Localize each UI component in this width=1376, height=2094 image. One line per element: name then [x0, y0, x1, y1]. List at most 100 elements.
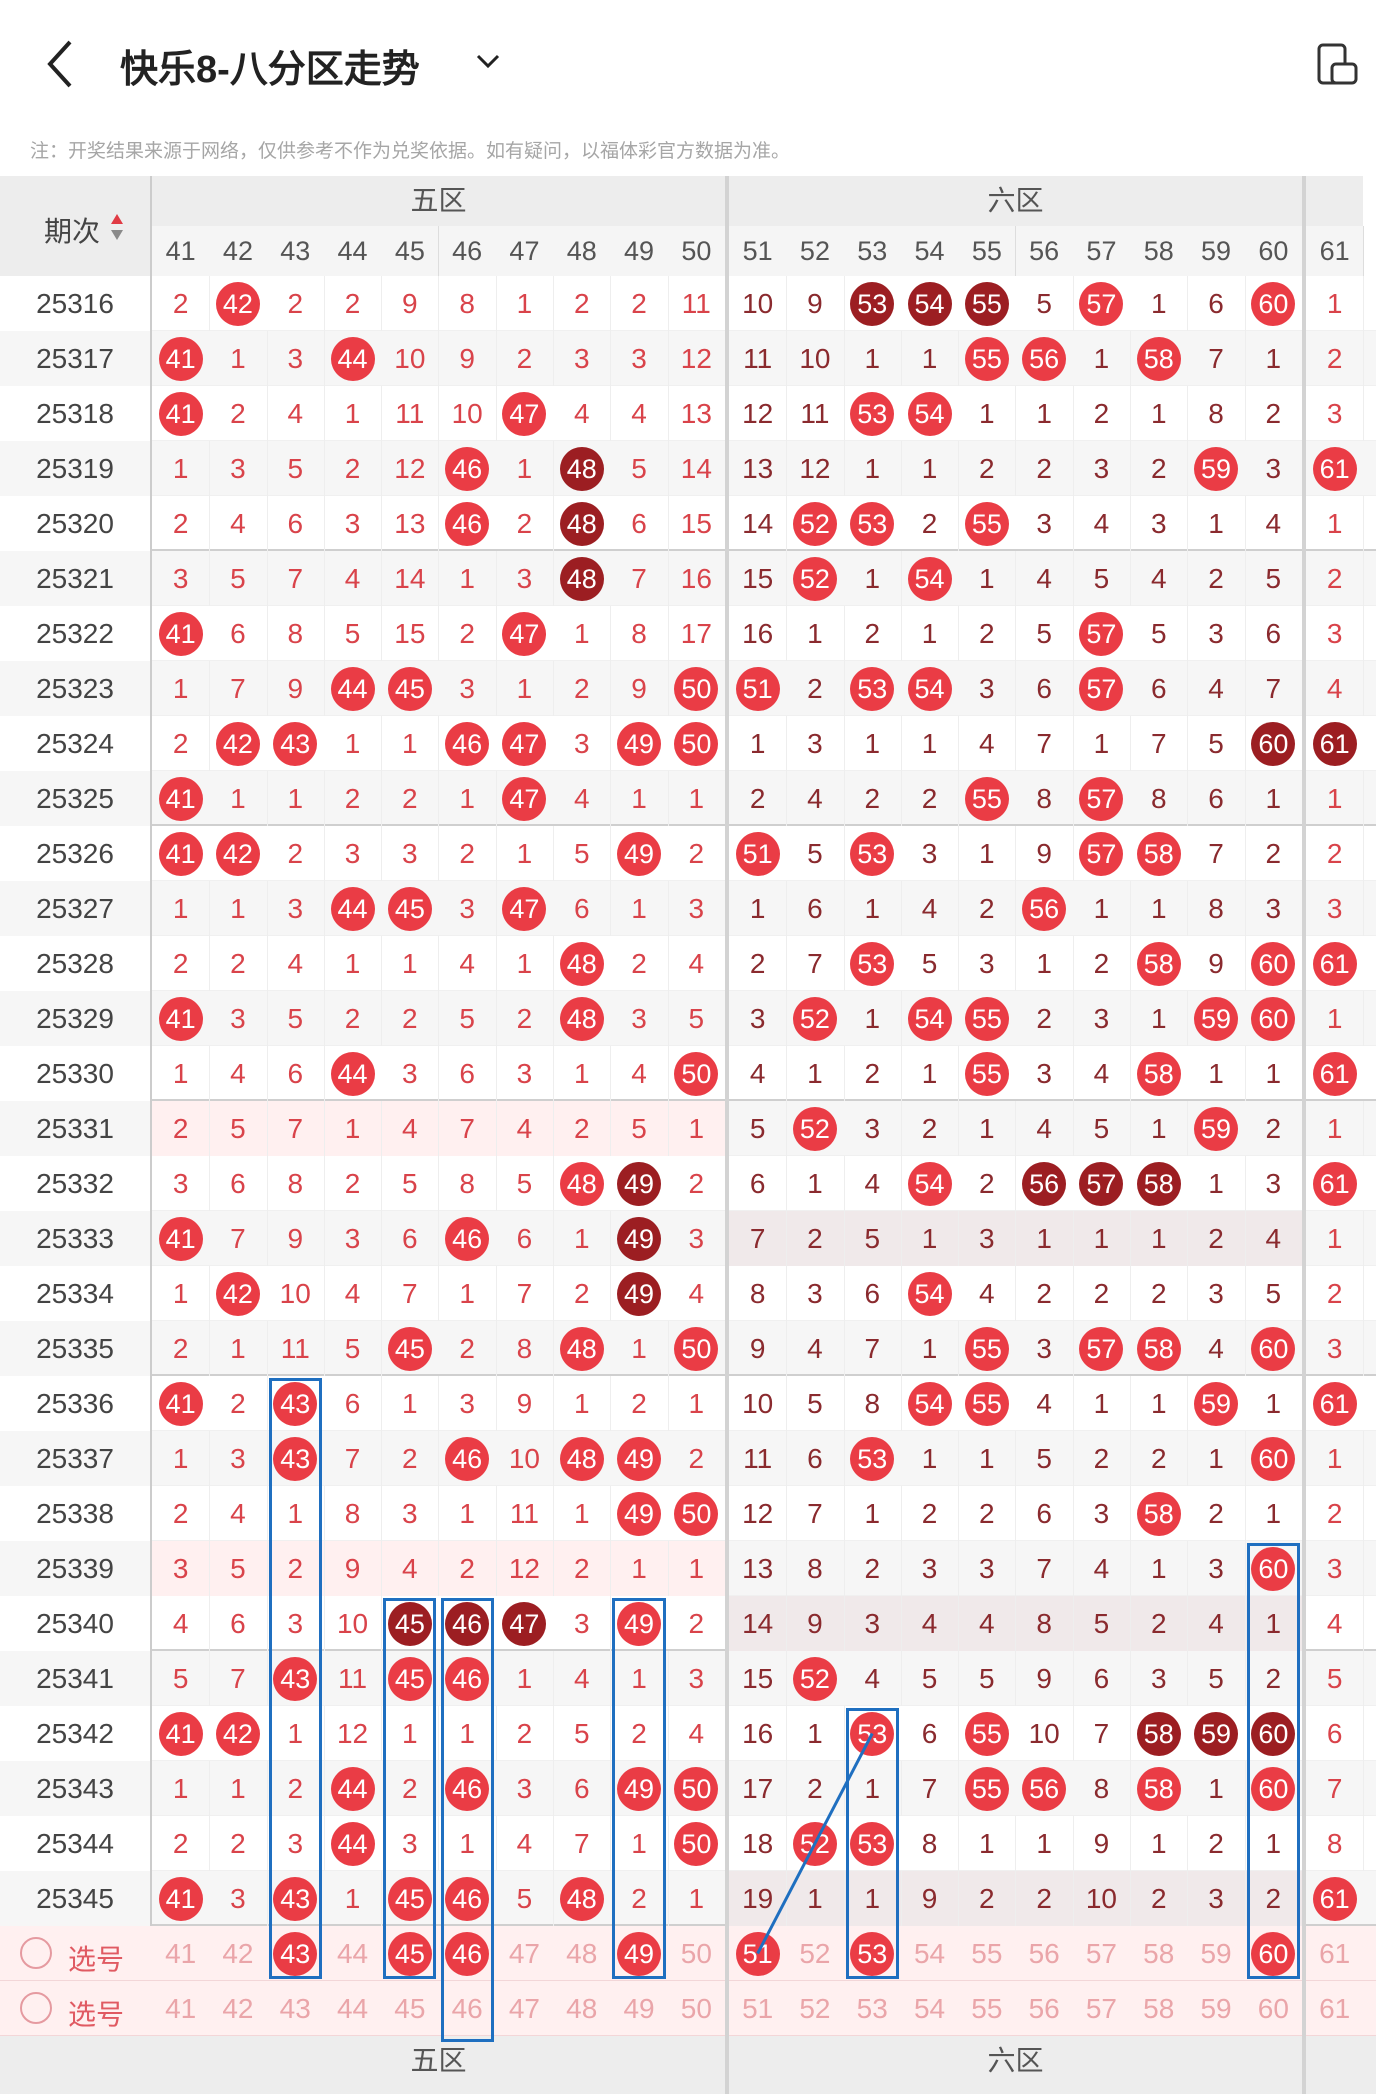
select-number[interactable]: 54	[913, 1938, 946, 1969]
select-number[interactable]: 46	[451, 1993, 483, 2024]
number-ball: 46	[445, 1656, 490, 1701]
select-number[interactable]: 44	[336, 1993, 369, 2024]
select-number[interactable]: 50	[680, 1993, 712, 2024]
omission-value: 1	[1245, 771, 1303, 826]
omission-value: 6	[1306, 1706, 1365, 1761]
select-number[interactable]: 47	[508, 1938, 541, 1969]
omission-value: 5	[496, 1871, 555, 1926]
select-number[interactable]: 42	[222, 1938, 254, 1969]
select-number[interactable]: 58	[1143, 1938, 1175, 1969]
omission-value: 4	[1306, 661, 1365, 716]
omission-value: 2	[610, 276, 669, 331]
chevron-down-icon[interactable]	[472, 46, 504, 78]
select-number[interactable]: 48	[566, 1938, 598, 1969]
omission-value: 4	[267, 386, 325, 441]
select-number[interactable]: 44	[336, 1938, 369, 1969]
number-ball: 60	[1251, 281, 1296, 326]
select-number[interactable]: 45	[394, 1993, 426, 2024]
omission-value: 2	[152, 1101, 211, 1156]
number-ball: 58	[1136, 1491, 1181, 1536]
omission-value: 8	[324, 1486, 383, 1541]
omission-value: 3	[267, 1816, 325, 1871]
omission-value: 5	[439, 991, 497, 1046]
number-ball: 45	[387, 666, 432, 711]
omission-value: 4	[152, 1596, 211, 1651]
select-number[interactable]: 41	[165, 1993, 197, 2024]
omission-value: 2	[209, 1376, 268, 1431]
selected-number-ball[interactable]: 51	[735, 1931, 780, 1976]
back-chevron-icon[interactable]	[40, 36, 80, 92]
period-header[interactable]: 期次	[0, 176, 152, 277]
sort-updown-icon[interactable]	[110, 212, 124, 242]
number-ball: 44	[330, 1821, 375, 1866]
omission-value: 3	[1130, 496, 1189, 551]
period-number: 25317	[0, 331, 152, 386]
select-number[interactable]: 60	[1257, 1993, 1289, 2024]
select-number[interactable]: 42	[222, 1993, 254, 2024]
selected-number-ball[interactable]: 60	[1251, 1931, 1296, 1976]
omission-value: 2	[209, 936, 268, 991]
select-number[interactable]: 56	[1028, 1938, 1060, 1969]
select-number[interactable]: 61	[1319, 1938, 1351, 1969]
select-number[interactable]: 56	[1028, 1993, 1060, 2024]
select-number[interactable]: 51	[742, 1993, 774, 2024]
select-number[interactable]: 48	[566, 1993, 598, 2024]
select-number[interactable]: 49	[623, 1993, 655, 2024]
select-number[interactable]: 54	[913, 1993, 946, 2024]
omission-value: 1	[844, 881, 902, 936]
select-number[interactable]: 55	[971, 1938, 1003, 1969]
omission-value: 8	[496, 1321, 555, 1376]
omission-value: 15	[381, 606, 440, 661]
selected-number-ball[interactable]: 43	[273, 1931, 318, 1976]
number-ball: 55	[964, 996, 1009, 1041]
omission-value: 4	[668, 1266, 726, 1321]
disclaimer-note: 注：开奖结果来源于网络，仅供参考不作为兑奖依据。如有疑问，以福体彩官方数据为准。	[30, 141, 791, 162]
period-number: 25320	[0, 496, 152, 551]
trend-grid: 期次 五区 41 42 43 44 45 46 47 48 49 50 六区 51 52 53 54 55 56 5…	[0, 176, 1376, 2094]
select-number[interactable]: 52	[799, 1938, 831, 1969]
select-number[interactable]: 47	[508, 1993, 541, 2024]
selected-number-ball[interactable]: 46	[445, 1931, 490, 1976]
omission-value: 9	[439, 331, 497, 386]
omission-value: 2	[553, 276, 612, 331]
select-number[interactable]: 61	[1319, 1993, 1351, 2024]
select-number[interactable]: 59	[1200, 1993, 1232, 2024]
selected-number-ball[interactable]: 45	[387, 1931, 432, 1976]
select-number[interactable]: 58	[1143, 1993, 1175, 2024]
number-ball: 55	[964, 1711, 1009, 1756]
number-ball: 50	[674, 1326, 719, 1371]
omission-value: 4	[324, 1266, 383, 1321]
omission-value: 5	[1187, 716, 1246, 771]
omission-value: 2	[1306, 1486, 1365, 1541]
omission-value: 2	[668, 1431, 726, 1486]
period-number: 25345	[0, 1871, 152, 1926]
select-number[interactable]: 41	[165, 1938, 197, 1969]
omission-value: 14	[729, 1596, 788, 1651]
select-number[interactable]: 57	[1085, 1993, 1118, 2024]
omission-value: 3	[439, 661, 497, 716]
select-number[interactable]: 50	[680, 1938, 712, 1969]
select-number[interactable]: 52	[799, 1993, 831, 2024]
omission-value: 10	[1016, 1706, 1074, 1761]
omission-value: 1	[1306, 496, 1365, 551]
omission-value: 1	[958, 1431, 1017, 1486]
select-number[interactable]: 53	[856, 1993, 888, 2024]
selected-number-ball[interactable]: 49	[617, 1931, 662, 1976]
omission-value: 4	[901, 881, 960, 936]
omission-value: 5	[381, 1156, 440, 1211]
omission-value: 1	[1306, 1211, 1365, 1266]
omission-value: 6	[553, 881, 612, 936]
select-radio[interactable]	[20, 1992, 52, 2024]
omission-value: 2	[1016, 1871, 1074, 1926]
number-ball: 43	[273, 1656, 318, 1701]
select-number[interactable]: 43	[279, 1993, 311, 2024]
select-number[interactable]: 55	[971, 1993, 1003, 2024]
omission-value: 3	[1306, 606, 1365, 661]
device-layout-icon[interactable]	[1316, 42, 1360, 86]
omission-value: 1	[1130, 991, 1189, 1046]
omission-value: 2	[324, 441, 383, 496]
select-number[interactable]: 59	[1200, 1938, 1232, 1969]
select-radio[interactable]	[20, 1937, 52, 1969]
column-header: 56	[1015, 226, 1074, 276]
select-number[interactable]: 57	[1085, 1938, 1118, 1969]
